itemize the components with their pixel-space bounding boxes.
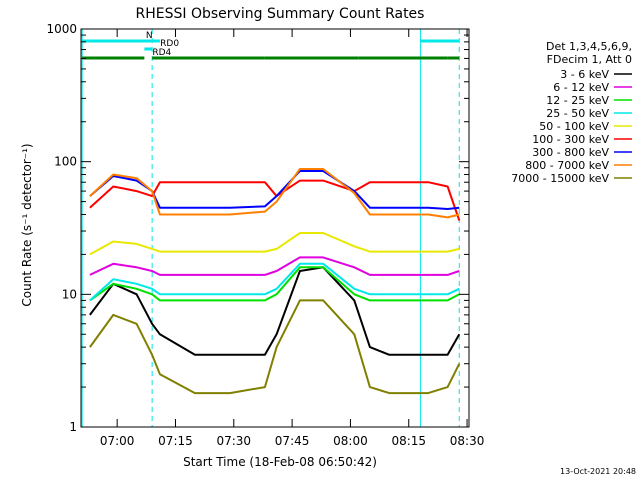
legend-header-line-1: Det 1,3,4,5,6,9, [546,40,632,53]
series-line-3 [89,266,460,302]
status-bar-label-n: N [146,31,153,41]
plot-frame [80,28,470,428]
x-tick-label-1: 07:00 [100,434,135,448]
legend-label-6: 100 - 300 keV [532,133,609,146]
x-axis-label: Start Time (18-Feb-08 06:50:42) [183,455,377,469]
series-line-2 [89,256,460,276]
legend-label-1: 3 - 6 keV [560,68,609,81]
legend: Det 1,3,4,5,6,9,FDecim 1, Att 0 3 - 6 keV… [511,40,632,185]
y-tick-label-2: 10 [62,287,77,301]
legend-label-5: 50 - 100 keV [539,120,609,133]
y-tick-label-3: 100 [54,155,77,169]
y-axis-label: Count Rate (s⁻¹ detector⁻¹) [20,143,34,306]
axis-ticks: 07:00 07:15 07:30 07:45 08:00 08:15 08:30 1 10 10… [46,22,484,448]
series-line-4 [89,262,460,302]
series-line-1 [89,266,461,356]
status-bar-label-rd0: RD0 [160,39,179,49]
legend-label-3: 12 - 25 keV [546,94,609,107]
timestamp: 13-Oct-2021 20:48 [560,467,636,476]
legend-header-line-2: FDecim 1, Att 0 [547,53,632,66]
legend-label-8: 800 - 7000 keV [525,159,609,172]
x-tick-label-3: 07:30 [216,434,251,448]
legend-label-7: 300 - 800 keV [532,146,609,159]
x-tick-label-5: 08:00 [333,434,368,448]
legend-label-2: 6 - 12 keV [553,81,609,94]
x-tick-label-2: 07:15 [158,434,193,448]
y-tick-label-4: 1000 [46,22,77,36]
legend-label-9: 7000 - 15000 keV [511,172,609,185]
legend-label-4: 25 - 50 keV [546,107,609,120]
series-line-5 [89,232,460,256]
series-line-8 [89,168,460,219]
y-tick-label-1: 1 [69,420,77,434]
x-tick-label-7: 08:30 [450,434,485,448]
status-bar-label-rd4: RD4 [152,48,171,58]
chart-title: RHESSI Observing Summary Count Rates [136,6,425,22]
x-tick-label-6: 08:15 [391,434,426,448]
series-line-6 [89,179,461,221]
x-tick-label-4: 07:45 [275,434,310,448]
series-line-9 [89,299,461,395]
